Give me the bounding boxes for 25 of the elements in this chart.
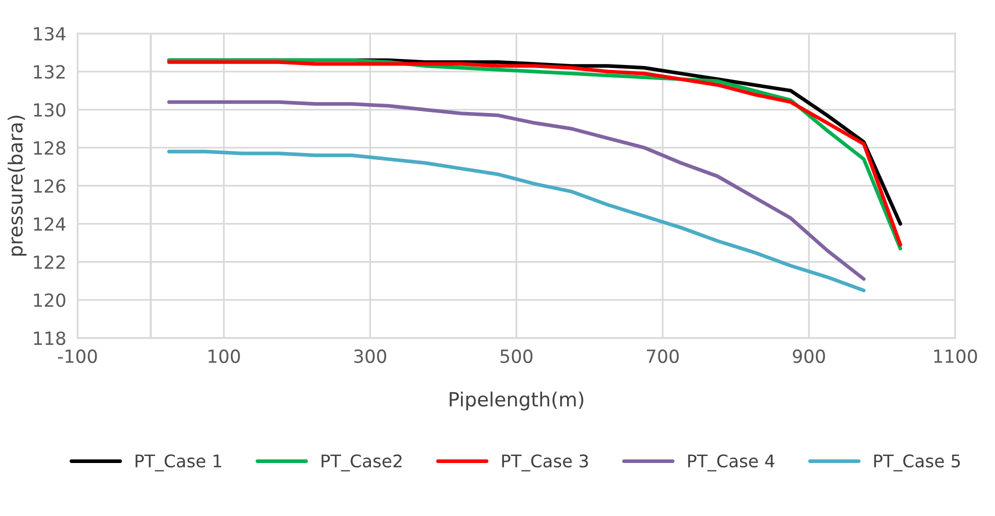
legend-label: PT_Case 4 [688,454,774,472]
y-tick-label: 118 [34,331,66,346]
x-tick-label: -100 [58,349,97,364]
y-tick-label: 120 [34,293,66,308]
x-tick-label: 700 [646,349,679,364]
y-axis-title: pressure(bara) [8,116,26,256]
x-tick-label: 1100 [934,349,977,364]
y-tick-label: 130 [34,103,66,117]
legend-label: PT_Case 1 [136,454,222,472]
y-tick-label: 132 [34,65,65,79]
x-tick-label: 900 [792,349,825,364]
y-tick-label: 126 [34,179,66,193]
x-tick-label: 300 [354,349,386,364]
x-tick-label: 100 [208,349,240,364]
x-tick-label: 500 [500,349,532,364]
y-tick-label: 134 [34,27,66,41]
line-series [167,150,866,292]
x-axis-title: Pipelength(m) [450,392,584,410]
legend-label: PT_Case 3 [502,454,588,472]
legend-label: PT_Case 5 [874,454,960,472]
y-tick-label: 124 [34,217,66,231]
legend-label: PT_Case2 [322,454,402,472]
y-tick-label: 122 [34,255,65,269]
line-series [167,100,866,281]
y-tick-label: 128 [34,141,66,155]
